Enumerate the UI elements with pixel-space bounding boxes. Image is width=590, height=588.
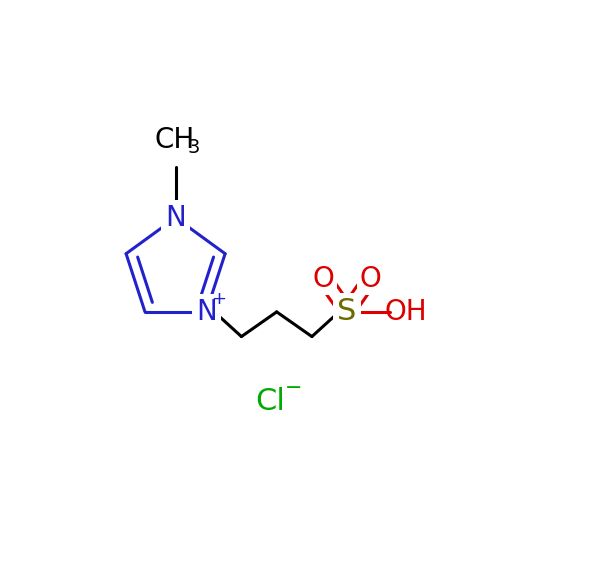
- Text: OH: OH: [385, 298, 427, 326]
- Text: N: N: [196, 298, 217, 326]
- Text: Cl: Cl: [255, 386, 286, 416]
- Text: S: S: [337, 298, 357, 326]
- Text: O: O: [360, 265, 381, 292]
- Text: 3: 3: [188, 139, 200, 158]
- Text: O: O: [313, 265, 335, 292]
- Text: N: N: [165, 203, 186, 232]
- Text: CH: CH: [155, 126, 195, 154]
- Text: +: +: [211, 290, 227, 308]
- Text: −: −: [284, 379, 302, 399]
